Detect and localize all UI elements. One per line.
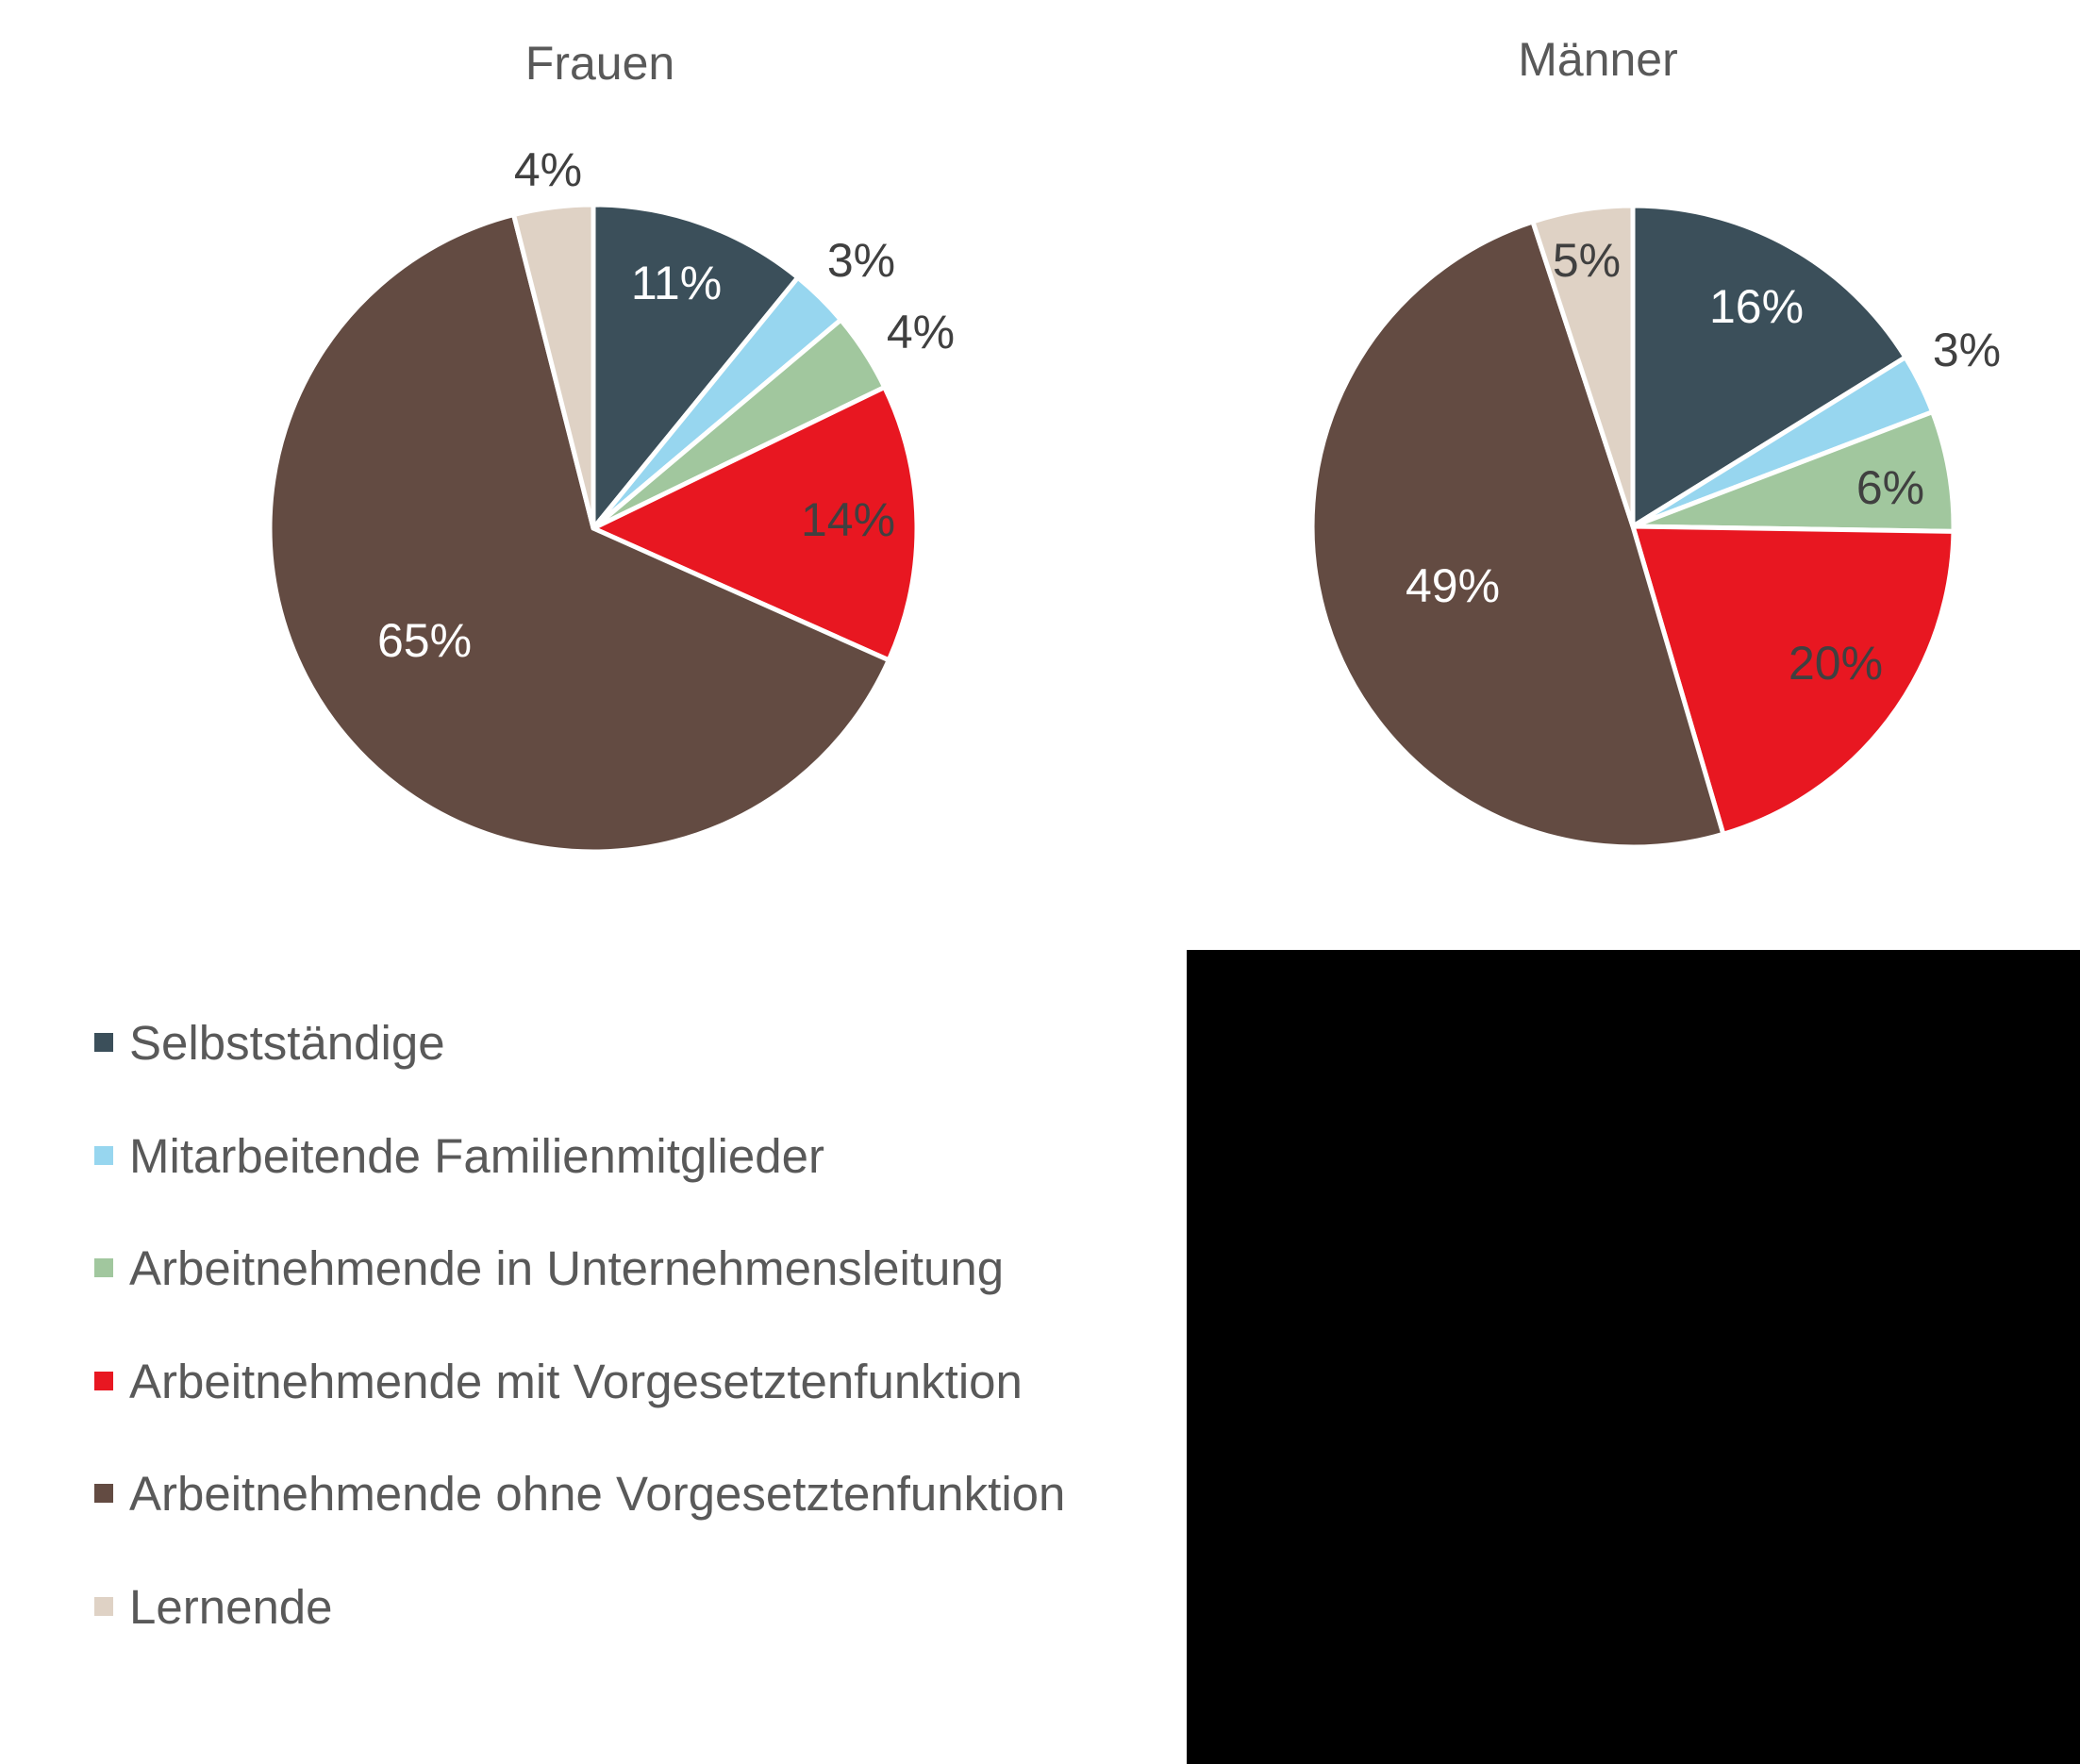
data-label-selbststaendige: 11%: [631, 257, 722, 309]
chart-title-maenner: Männer: [1518, 33, 1678, 86]
legend-label: Selbstständige: [129, 1015, 445, 1070]
data-label-ohne-vorgesetztenfunktion: 49%: [1406, 559, 1500, 612]
redacted-area: [1187, 950, 2080, 1764]
data-label-unternehmensleitung: 6%: [1856, 461, 1924, 514]
data-label-mit-vorgesetztenfunktion: 14%: [801, 493, 895, 546]
data-label-ohne-vorgesetztenfunktion: 65%: [377, 614, 472, 667]
legend-swatch-icon: [94, 1372, 113, 1390]
legend-swatch-icon: [94, 1033, 113, 1052]
pie-chart-maenner: 16% 3% 6% 20% 49% 5%: [1309, 203, 2001, 850]
pie-slice-lernende: [1530, 203, 1636, 529]
data-label-unternehmensleitung: 4%: [887, 306, 955, 358]
pie-slice-selbststaendige: [591, 202, 801, 531]
legend-item-unternehmensleitung: Arbeitnehmende in Unternehmensleitung: [94, 1235, 1004, 1301]
pie-slice-ohne-vorgesetztenfunktion: [1309, 219, 1726, 850]
legend-label: Arbeitnehmende mit Vorgesetztenfunktion: [129, 1354, 1023, 1408]
legend-label: Arbeitnehmende ohne Vorgesetztenfunktion: [129, 1466, 1066, 1521]
data-label-mit-vorgesetztenfunktion: 20%: [1789, 637, 1883, 690]
data-label-lernende: 4%: [514, 143, 582, 196]
pie-slice-ohne-vorgesetztenfunktion: [267, 212, 891, 855]
pie-slice-mit-vorgesetztenfunktion: [591, 384, 920, 663]
legend-label: Mitarbeitende Familienmitglieder: [129, 1128, 824, 1183]
pie-slice-selbststaendige: [1630, 203, 1908, 529]
chart-title-frauen: Frauen: [524, 37, 675, 90]
data-label-selbststaendige: 16%: [1709, 280, 1804, 333]
legend-swatch-icon: [94, 1146, 113, 1165]
legend-item-ohne-vorgesetztenfunktion: Arbeitnehmende ohne Vorgesetztenfunktion: [94, 1460, 1065, 1526]
legend-swatch-icon: [94, 1484, 113, 1503]
legend-item-familienmitglieder: Mitarbeitende Familienmitglieder: [94, 1123, 824, 1189]
legend-label: Arbeitnehmende in Unternehmensleitung: [129, 1240, 1005, 1295]
pie-slice-unternehmensleitung: [1630, 409, 1956, 534]
legend-item-selbststaendige: Selbstständige: [94, 1009, 445, 1075]
data-label-familienmitglieder: 3%: [827, 234, 895, 287]
legend-swatch-icon: [94, 1258, 113, 1277]
pie-slice-mit-vorgesetztenfunktion: [1630, 524, 1956, 837]
pie-charts: 11% 3% 4% 14% 65% 4% 16% 3% 6% 20% 49% 5%: [267, 143, 2002, 855]
pie-chart-frauen: 11% 3% 4% 14% 65% 4%: [267, 143, 955, 855]
legend-item-lernende: Lernende: [94, 1573, 333, 1639]
data-label-lernende: 5%: [1553, 234, 1621, 287]
legend-label: Lernende: [129, 1579, 333, 1634]
legend-item-mit-vorgesetztenfunktion: Arbeitnehmende mit Vorgesetztenfunktion: [94, 1348, 1023, 1414]
pie-slice-lernende: [511, 202, 596, 531]
legend-swatch-icon: [94, 1597, 113, 1616]
data-label-familienmitglieder: 3%: [1933, 324, 2001, 376]
